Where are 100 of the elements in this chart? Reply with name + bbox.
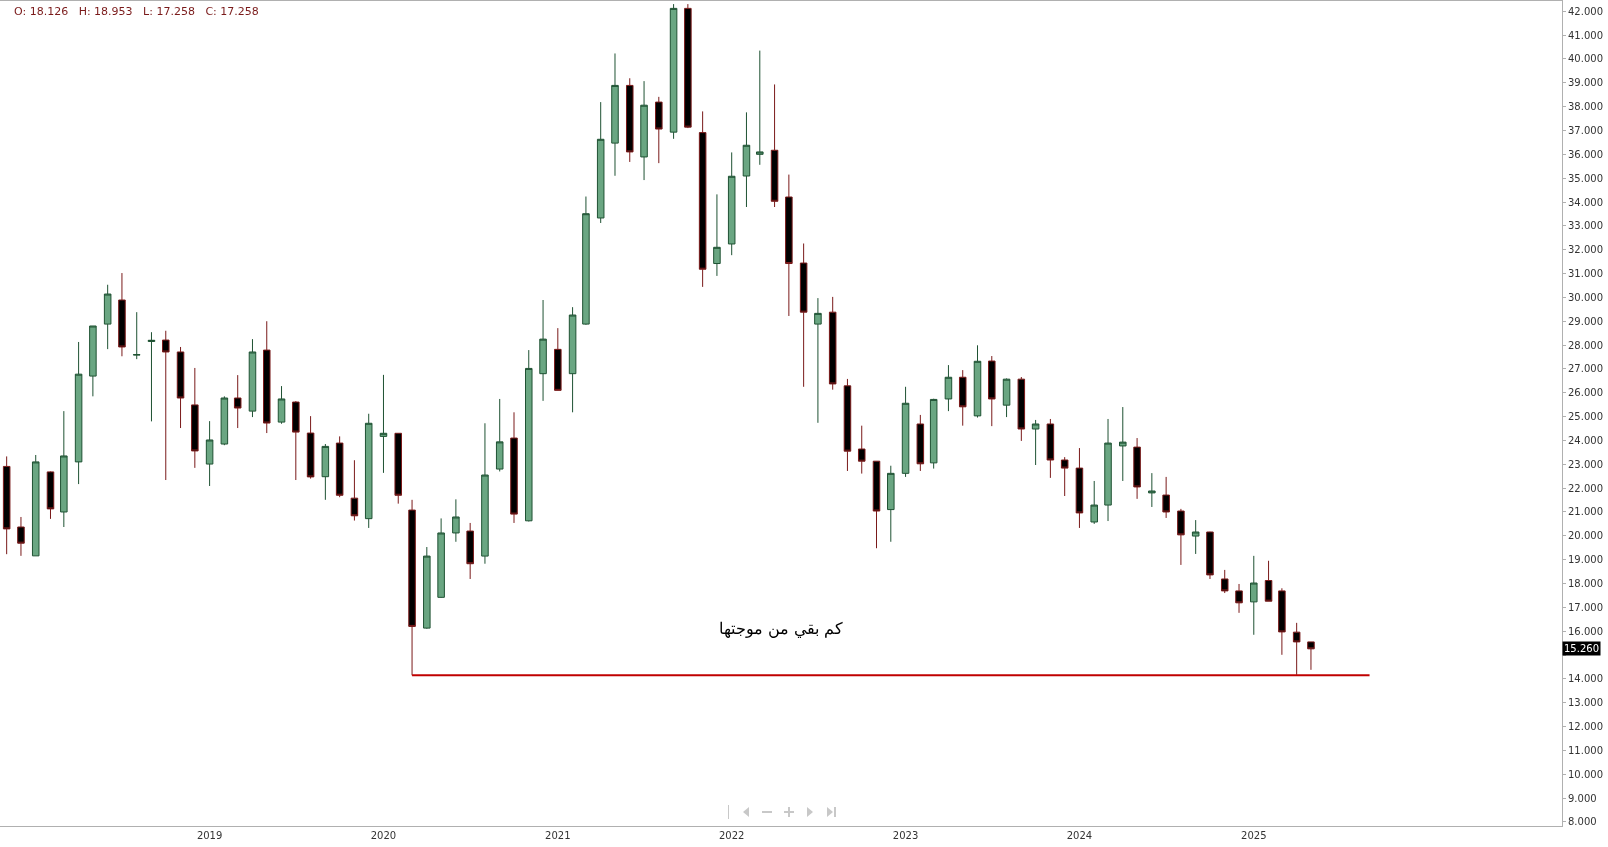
y-tick-label: 40.000 xyxy=(1568,53,1603,65)
candlestick xyxy=(452,498,460,543)
candlestick xyxy=(495,398,504,472)
y-tick-label: 36.000 xyxy=(1568,148,1603,160)
candlestick xyxy=(770,83,779,208)
candlestick xyxy=(814,297,822,424)
y-tick-label: 16.000 xyxy=(1568,625,1603,637)
candlestick xyxy=(233,374,242,429)
candlestick xyxy=(466,522,474,580)
candlestick xyxy=(1046,418,1055,479)
y-tick-label: 30.000 xyxy=(1568,291,1603,303)
y-tick-label: 29.000 xyxy=(1568,315,1603,327)
candlestick xyxy=(1292,622,1301,676)
candlestick xyxy=(437,517,445,599)
candlestick xyxy=(727,151,736,256)
candlestick xyxy=(799,242,808,388)
y-tick-label: 31.000 xyxy=(1568,268,1603,280)
candlestick xyxy=(1104,418,1112,522)
candlestick xyxy=(611,52,619,177)
candlestick xyxy=(582,196,590,326)
candlestick xyxy=(1177,508,1185,566)
y-tick-label: 33.000 xyxy=(1568,220,1603,232)
candlestick xyxy=(843,378,852,472)
candlestick xyxy=(263,320,271,434)
candlestick xyxy=(785,174,793,317)
candlestick xyxy=(17,516,25,557)
candlestick xyxy=(988,355,996,427)
annotation: كم بقي من موجتها xyxy=(719,619,844,638)
y-tick-label: 12.000 xyxy=(1568,721,1603,733)
y-tick-label: 39.000 xyxy=(1568,77,1603,89)
candlestick xyxy=(46,470,55,520)
y-tick-label: 18.000 xyxy=(1568,578,1603,590)
candlestick xyxy=(872,460,881,549)
x-tick-label: 2023 xyxy=(892,830,919,841)
candlestick xyxy=(248,338,257,418)
candlestick xyxy=(916,414,925,472)
candlestick xyxy=(625,77,634,163)
candlestick xyxy=(1220,569,1229,594)
candlestick xyxy=(205,420,214,487)
y-tick-label: 21.000 xyxy=(1568,506,1603,518)
candlestick xyxy=(510,411,518,524)
candlestick xyxy=(568,306,577,413)
y-tick-label: 9.000 xyxy=(1568,792,1597,804)
candlestick xyxy=(1235,583,1243,614)
candlestick xyxy=(1090,480,1098,525)
candlestick xyxy=(756,50,764,166)
candlestick xyxy=(887,465,895,543)
candlestick xyxy=(596,101,605,224)
y-tick-label: 35.000 xyxy=(1568,172,1603,184)
candlestick xyxy=(31,454,40,557)
candlestick xyxy=(394,432,403,505)
y-tick-label: 14.000 xyxy=(1568,673,1603,685)
candlestick xyxy=(901,386,910,478)
candlestick xyxy=(742,111,751,208)
y-tick-label: 41.000 xyxy=(1568,29,1603,41)
candlestick xyxy=(713,193,721,277)
x-tick-label: 2025 xyxy=(1241,830,1267,841)
candlestick xyxy=(1119,406,1127,482)
candlestick xyxy=(857,425,866,475)
candlestick xyxy=(640,80,648,181)
candlestick xyxy=(1162,476,1170,519)
candlestick xyxy=(74,341,83,485)
candlestick xyxy=(684,3,692,129)
y-tick-label: 8.000 xyxy=(1568,816,1597,828)
candlestick xyxy=(89,325,97,397)
y-tick-label: 26.000 xyxy=(1568,387,1603,399)
candlestick xyxy=(60,410,68,528)
candlestick xyxy=(1031,419,1040,466)
candlestick xyxy=(103,284,112,350)
candlestick xyxy=(132,311,141,360)
candlestick xyxy=(408,499,416,676)
candlestick xyxy=(162,330,170,481)
candlestick xyxy=(277,385,286,425)
candlestick xyxy=(1017,376,1026,442)
candlestick xyxy=(292,400,300,481)
y-tick-label: 37.000 xyxy=(1568,124,1603,136)
candlestick xyxy=(1075,447,1084,529)
candlestick xyxy=(698,110,707,288)
candlestick xyxy=(423,546,431,630)
y-tick-label: 17.000 xyxy=(1568,601,1603,613)
candlestick xyxy=(1307,641,1315,671)
x-tick-label: 2021 xyxy=(545,830,571,841)
candlestick xyxy=(147,331,156,422)
y-tick-label: 20.000 xyxy=(1568,530,1603,542)
candlestick xyxy=(1133,437,1141,500)
x-tick-label: 2024 xyxy=(1066,830,1093,841)
candlestick xyxy=(364,413,373,529)
candlestick xyxy=(191,367,199,469)
y-tick-label: 10.000 xyxy=(1568,768,1603,780)
annotation: O: 18.126 H: 18.953 L: 17.258 C: 17.258 xyxy=(14,5,259,18)
candlestick xyxy=(1191,519,1200,555)
y-tick-label: 25.000 xyxy=(1568,411,1603,423)
candlestick xyxy=(481,422,489,565)
y-tick-label: 24.000 xyxy=(1568,434,1603,446)
candlestick xyxy=(379,374,388,474)
candlestick xyxy=(554,327,562,391)
x-tick-label: 2022 xyxy=(718,830,745,841)
candlestick xyxy=(669,3,678,140)
candlestick xyxy=(958,369,967,427)
candlestick xyxy=(321,443,330,501)
